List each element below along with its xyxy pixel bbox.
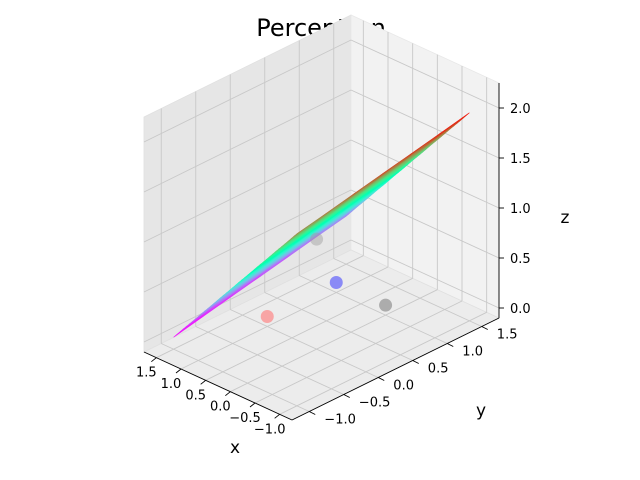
x-axis-label: x [230,438,240,458]
x-tick-mark [175,368,182,374]
x-tick-label: 0.5 [185,388,206,403]
tick-labels: −1.0−0.50.00.51.01.5−1.0−0.50.00.51.01.5… [136,102,531,437]
y-tick-mark [343,394,350,398]
x-tick-label: 1.0 [161,377,182,392]
gridline-x-floor [254,300,463,404]
gridline-x-floor [279,311,487,415]
gridline-x-floor [205,277,413,381]
y-tick-label: 1.0 [462,345,483,360]
x-tick-mark [151,357,157,363]
y-axis-line [291,317,500,421]
y-axis-label: y [476,401,486,421]
x-tick-mark [225,391,231,397]
x-tick-label: 0.0 [210,400,231,415]
gridline-y-floor [230,309,379,378]
x-tick-label: −1.0 [254,422,286,437]
data-point [260,310,274,323]
y-tick-label: −1.0 [324,413,356,428]
z-tick-label: 0.0 [510,302,531,317]
y-tick-label: 1.5 [497,328,518,343]
data-point [310,232,324,246]
y-tick-mark [309,411,316,415]
z-tick-label: 0.5 [510,252,531,267]
gridline-x-floor [156,255,364,359]
y-tick-mark [481,326,488,330]
gridline-z-xwall [143,89,352,193]
x-axis-line [143,351,293,421]
y-tick-mark [378,377,385,381]
y-tick-label: −0.5 [359,396,391,411]
gridline-y-floor [195,326,344,395]
z-axis-label: z [561,208,570,228]
y-tick-mark [447,343,454,347]
data-point [329,276,343,289]
gridline-y-floor [333,258,482,327]
gridline-z-ywall [350,139,500,209]
gridline-z-xwall [143,39,352,143]
z-tick-label: 1.5 [510,152,531,167]
axis-lines [143,83,504,421]
z-tick-label: 1.0 [510,202,531,217]
data-point [379,298,393,312]
data-points [260,232,393,323]
gridline-y-floor [264,292,413,361]
x-tick-label: −0.5 [229,411,261,426]
decision-surface [173,112,470,338]
gridline-z-xwall [143,139,352,243]
y-tick-mark [412,360,419,364]
x-tick-mark [200,379,206,385]
y-tick-label: 0.5 [428,362,449,377]
y-tick-label: 0.0 [393,379,414,394]
gridline-z-ywall [350,239,500,309]
gridline-z-ywall [350,89,500,159]
gridline-z-ywall [350,189,500,259]
gridline-z-xwall [143,189,352,293]
gridline-z-ywall [350,39,500,109]
z-tick-label: 2.0 [510,102,531,117]
surface-patch [317,213,350,237]
gridline-y-floor [299,275,448,344]
gridline-x-floor [180,266,389,370]
gridline-z-xwall [143,239,352,343]
x-tick-mark [249,402,256,408]
gridlines [143,20,500,415]
gridline-y-floor [161,343,310,412]
gridline-x-floor [230,289,438,393]
x-tick-mark [274,413,280,419]
x-tick-label: 1.5 [136,366,157,381]
